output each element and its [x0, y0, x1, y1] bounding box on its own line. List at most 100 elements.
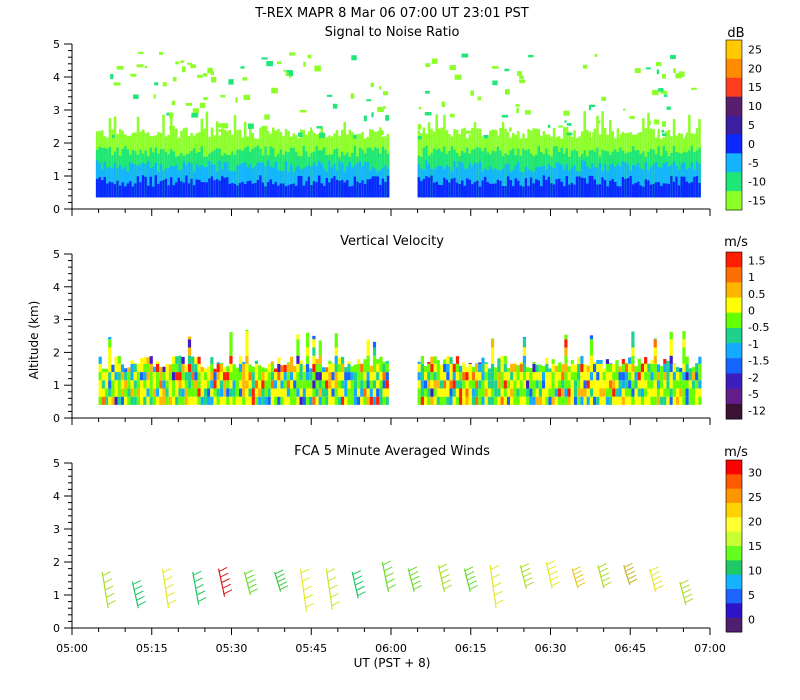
velocity-cell	[372, 341, 377, 348]
velocity-cell	[104, 368, 109, 373]
snr-cell	[690, 182, 694, 198]
snr-cell	[208, 178, 211, 198]
snr-cell	[141, 175, 145, 198]
snr-cell	[560, 165, 563, 198]
wind-barb-feather	[356, 585, 365, 591]
velocity-cell	[305, 332, 310, 340]
snr-cell	[649, 167, 653, 198]
snr-cell	[637, 162, 640, 198]
velocity-cell	[334, 333, 338, 340]
wind-barb-feather	[577, 581, 586, 587]
velocity-cell	[296, 334, 300, 340]
velocity-cell	[191, 396, 195, 405]
snr-cell	[644, 179, 648, 198]
velocity-cell	[519, 380, 523, 389]
wind-barb-feather	[547, 565, 557, 571]
velocity-cell	[369, 372, 373, 381]
velocity-cell	[194, 396, 198, 405]
velocity-cell	[666, 396, 670, 405]
snr-cell	[205, 167, 209, 198]
velocity-cell	[296, 380, 300, 389]
wind-barb-feather	[490, 565, 499, 571]
velocity-cell	[181, 363, 185, 373]
velocity-cell	[580, 356, 584, 364]
velocity-cell	[251, 396, 255, 405]
velocity-cell	[666, 363, 670, 373]
velocity-cell	[698, 396, 702, 405]
velocity-cell	[219, 388, 224, 397]
velocity-cell	[328, 388, 332, 397]
velocity-cell	[580, 396, 584, 405]
velocity-cell	[114, 388, 118, 397]
velocity-cell	[315, 380, 319, 389]
velocity-cell	[385, 363, 389, 373]
snr-speck	[242, 77, 248, 81]
snr-cell	[670, 175, 673, 198]
velocity-cell	[258, 380, 262, 389]
wind-barb-feather	[357, 591, 366, 597]
snr-speck	[203, 96, 208, 101]
velocity-cell	[430, 363, 434, 373]
snr-cell	[149, 176, 153, 198]
velocity-cell	[468, 388, 472, 397]
wind-barb-feather	[654, 584, 664, 590]
velocity-cell	[640, 372, 645, 381]
y-tick-label: 1	[53, 379, 60, 392]
velocity-cell	[481, 357, 485, 364]
snr-cell	[654, 182, 658, 198]
velocity-units-label: m/s	[724, 235, 748, 250]
velocity-cell	[114, 372, 118, 381]
velocity-cell	[312, 380, 316, 389]
velocity-cell	[417, 372, 421, 381]
colorbar-swatch	[726, 358, 742, 374]
velocity-cell	[165, 396, 169, 405]
velocity-cell	[101, 396, 105, 405]
velocity-cell	[516, 372, 520, 381]
snr-cell	[695, 176, 699, 198]
velocity-cell	[577, 380, 581, 389]
velocity-cell	[624, 362, 629, 364]
velocity-cell	[162, 388, 166, 397]
velocity-cell	[510, 396, 514, 405]
velocity-cell	[379, 363, 383, 373]
snr-speck	[558, 125, 564, 128]
velocity-cell	[522, 363, 527, 373]
velocity-cell	[647, 363, 651, 373]
velocity-cell	[538, 388, 543, 397]
velocity-cell	[325, 380, 329, 389]
velocity-cell	[529, 380, 533, 389]
velocity-cell	[197, 380, 201, 389]
snr-cell	[598, 163, 602, 198]
x-tick-label: 05:15	[136, 642, 168, 655]
velocity-cell	[561, 364, 565, 373]
wind-barb-feather	[603, 581, 612, 587]
snr-cell	[570, 182, 574, 198]
velocity-cell	[490, 355, 495, 364]
snr-cell	[312, 181, 316, 198]
velocity-cell	[589, 355, 594, 364]
snr-cell	[307, 176, 311, 198]
snr-cell	[660, 185, 663, 198]
velocity-cell	[331, 388, 335, 397]
velocity-cell	[283, 380, 287, 389]
snr-cell	[289, 164, 293, 198]
velocity-cell	[203, 380, 208, 389]
snr-speck	[594, 53, 598, 57]
velocity-cell	[484, 388, 488, 397]
velocity-cell	[175, 356, 179, 364]
snr-cell	[690, 162, 694, 198]
wind-barb-feather	[576, 578, 585, 583]
velocity-cell	[650, 380, 654, 389]
velocity-cell	[443, 388, 447, 397]
colorbar-label: -12	[748, 405, 766, 418]
velocity-cell	[130, 380, 134, 389]
velocity-cell	[299, 380, 303, 389]
velocity-cell	[203, 372, 208, 381]
snr-speck	[515, 104, 520, 107]
snr-cell	[550, 183, 553, 198]
wind-barb-feather	[220, 572, 229, 578]
snr-cell	[677, 169, 681, 198]
velocity-cell	[468, 363, 472, 373]
colorbar-swatch	[726, 327, 742, 344]
snr-cell	[540, 166, 543, 198]
